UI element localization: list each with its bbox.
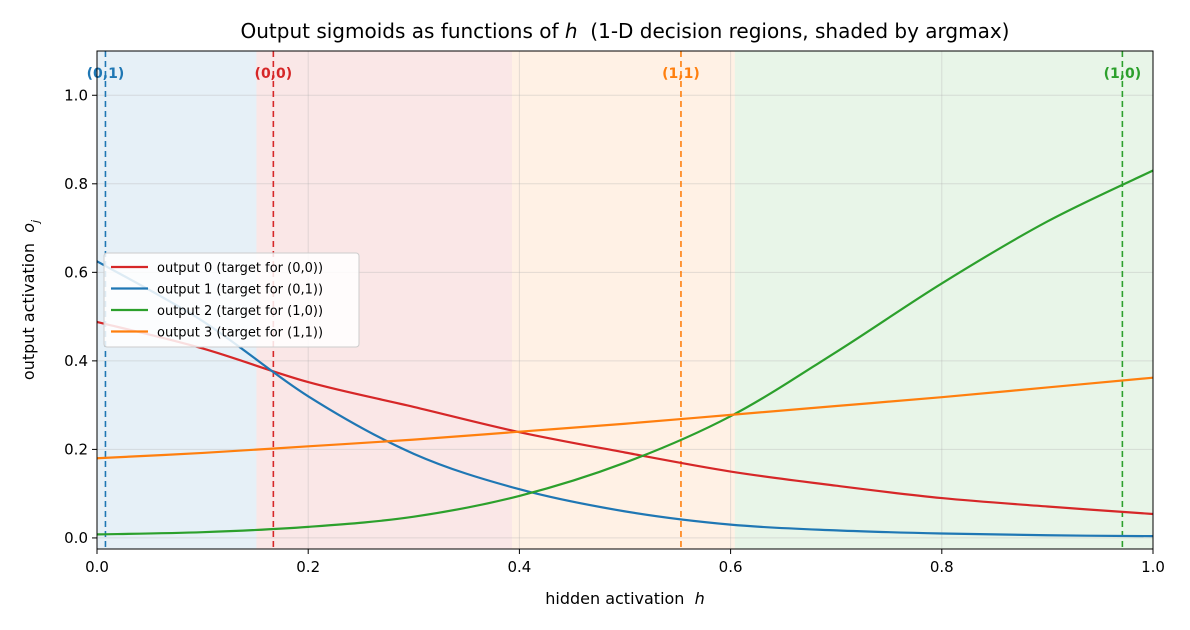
decision-regions	[97, 51, 1153, 549]
y-axis-label: output activation oj	[19, 219, 42, 380]
x-axis-label-var: h	[695, 589, 705, 608]
y-axis-label-sub: j	[29, 219, 42, 225]
marker-label-3: (1,0)	[1104, 66, 1142, 82]
y-tick-label-2: 0.4	[64, 352, 88, 370]
legend: output 0 (target for (0,0)) output 1 (tar…	[103, 252, 360, 348]
y-axis-ticks: 0.0 0.2 0.4 0.6 0.8 1.0	[64, 86, 97, 547]
x-axis-label: hidden activation h	[545, 589, 705, 608]
legend-label-0: output 0 (target for (0,0))	[157, 261, 323, 276]
x-axis-label-text: hidden activation	[545, 589, 694, 608]
y-tick-label-4: 0.8	[64, 175, 88, 193]
legend-label-1: output 1 (target for (0,1))	[157, 283, 323, 298]
series-line-2	[96, 169, 1154, 536]
region-3	[734, 51, 1153, 549]
region-2	[512, 51, 735, 549]
legend-label-2: output 2 (target for (1,0))	[157, 304, 323, 319]
series-line-1	[96, 260, 1154, 538]
chart-title: Output sigmoids as functions of h (1-D d…	[241, 19, 1010, 43]
y-tick-label-1: 0.2	[64, 440, 88, 458]
x-tick-label-2: 0.4	[507, 558, 531, 576]
sample-markers: (0,1) (0,0) (1,1) (1,0)	[87, 51, 1142, 549]
series-line-0	[96, 320, 1154, 516]
title-var: h	[565, 19, 578, 43]
x-tick-label-1: 0.2	[296, 558, 320, 576]
legend-box	[103, 252, 360, 348]
series-lines	[96, 169, 1154, 538]
legend-label-3: output 3 (target for (1,1))	[157, 326, 323, 341]
y-tick-label-0: 0.0	[64, 529, 88, 547]
series-line-3	[96, 376, 1154, 460]
y-axis-label-var: o	[19, 223, 38, 233]
y-axis-label-text: output activation	[19, 233, 38, 380]
marker-label-0: (0,1)	[87, 66, 125, 82]
title-suffix: (1-D decision regions, shaded by argmax)	[578, 19, 1010, 43]
title-prefix: Output sigmoids as functions of	[241, 19, 565, 43]
x-tick-label-0: 0.0	[85, 558, 109, 576]
x-tick-label-3: 0.6	[719, 558, 743, 576]
y-tick-label-3: 0.6	[64, 263, 88, 281]
y-tick-label-5: 1.0	[64, 86, 88, 104]
x-tick-label-5: 1.0	[1141, 558, 1165, 576]
marker-label-1: (0,0)	[255, 66, 293, 82]
x-axis-ticks: 0.0 0.2 0.4 0.6 0.8 1.0	[85, 549, 1165, 576]
x-tick-label-4: 0.8	[930, 558, 954, 576]
plot-frame	[96, 50, 1154, 550]
marker-label-2: (1,1)	[662, 66, 700, 82]
